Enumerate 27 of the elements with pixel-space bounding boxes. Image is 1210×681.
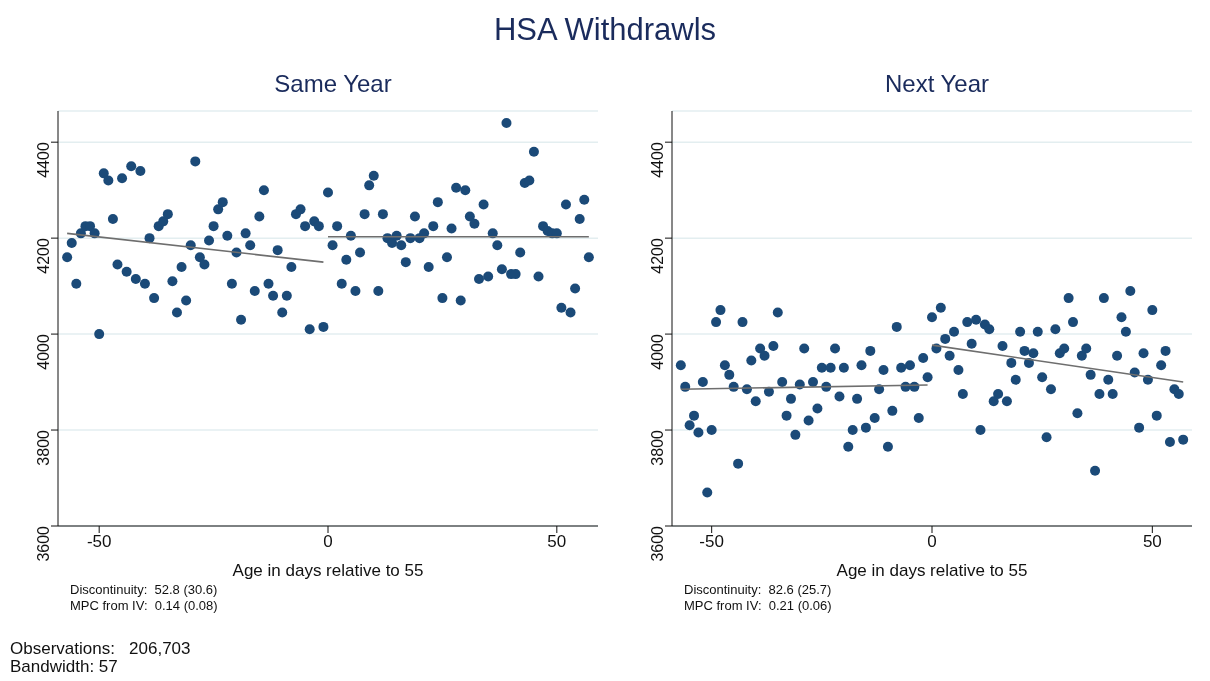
chart-title: Next Year (883, 70, 991, 99)
x-tick-label: 50 (547, 532, 567, 552)
text: Discontinuity: 52.8 (30.6) (70, 582, 219, 598)
x-tick-label: 50 (1142, 532, 1162, 552)
y-tick-label: 4400 (648, 142, 666, 178)
y-tick-label: 4000 (648, 333, 666, 370)
text: Bandwidth: 57 (10, 657, 119, 676)
x-tick-label: 0 (323, 532, 333, 552)
text: MPC from IV: 0.21 (0.06) (684, 598, 833, 614)
text: Observations: 206,703 (10, 639, 191, 658)
x-tick-label: -50 (86, 532, 112, 552)
y-tick-label: 4000 (34, 333, 52, 370)
x-axis-title: Age in days relative to 55 (232, 561, 424, 580)
y-tick-label: 4200 (34, 238, 52, 274)
y-tick-label: 3600 (34, 525, 52, 562)
y-tick-label: 4400 (34, 142, 52, 178)
text: Discontinuity: 82.6 (25.7) (684, 582, 833, 598)
y-tick-label: 3600 (648, 525, 666, 562)
y-tick-label: 3800 (648, 429, 666, 466)
x-tick-label: -50 (699, 532, 724, 552)
x-tick-label: 0 (927, 532, 937, 552)
text: HSA Withdrawls (492, 12, 718, 48)
x-axis-title: Age in days relative to 55 (836, 561, 1028, 580)
text: MPC from IV: 0.14 (0.08) (70, 598, 219, 614)
y-tick-label: 3800 (34, 429, 52, 466)
chart-title: Same Year (273, 70, 393, 99)
y-tick-label: 4200 (648, 238, 666, 274)
